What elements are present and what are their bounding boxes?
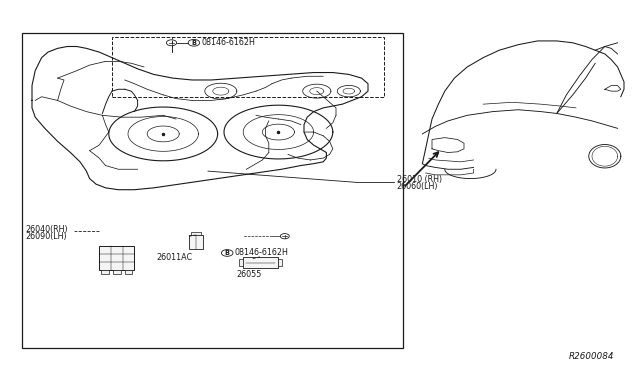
Bar xyxy=(99,246,134,270)
Text: R2600084: R2600084 xyxy=(569,352,614,361)
Text: 08146-6162H: 08146-6162H xyxy=(235,248,289,257)
Text: 26040(RH): 26040(RH) xyxy=(26,225,68,234)
Bar xyxy=(191,232,201,235)
Bar xyxy=(101,270,109,274)
Text: B: B xyxy=(225,250,230,256)
Text: 26060(LH): 26060(LH) xyxy=(397,182,438,190)
Bar xyxy=(243,257,278,268)
Text: 26090(LH): 26090(LH) xyxy=(26,232,67,241)
Text: 26011AC: 26011AC xyxy=(157,253,193,262)
Text: 26055: 26055 xyxy=(237,270,262,279)
Bar xyxy=(189,235,203,249)
Bar xyxy=(22,33,403,348)
Bar xyxy=(112,37,384,97)
Bar xyxy=(278,259,282,266)
Text: B: B xyxy=(191,40,196,46)
Text: 26010 (RH): 26010 (RH) xyxy=(397,175,442,184)
Bar xyxy=(239,259,243,266)
Bar xyxy=(125,270,132,274)
Bar xyxy=(113,270,121,274)
Text: 08146-6162H: 08146-6162H xyxy=(202,38,255,47)
